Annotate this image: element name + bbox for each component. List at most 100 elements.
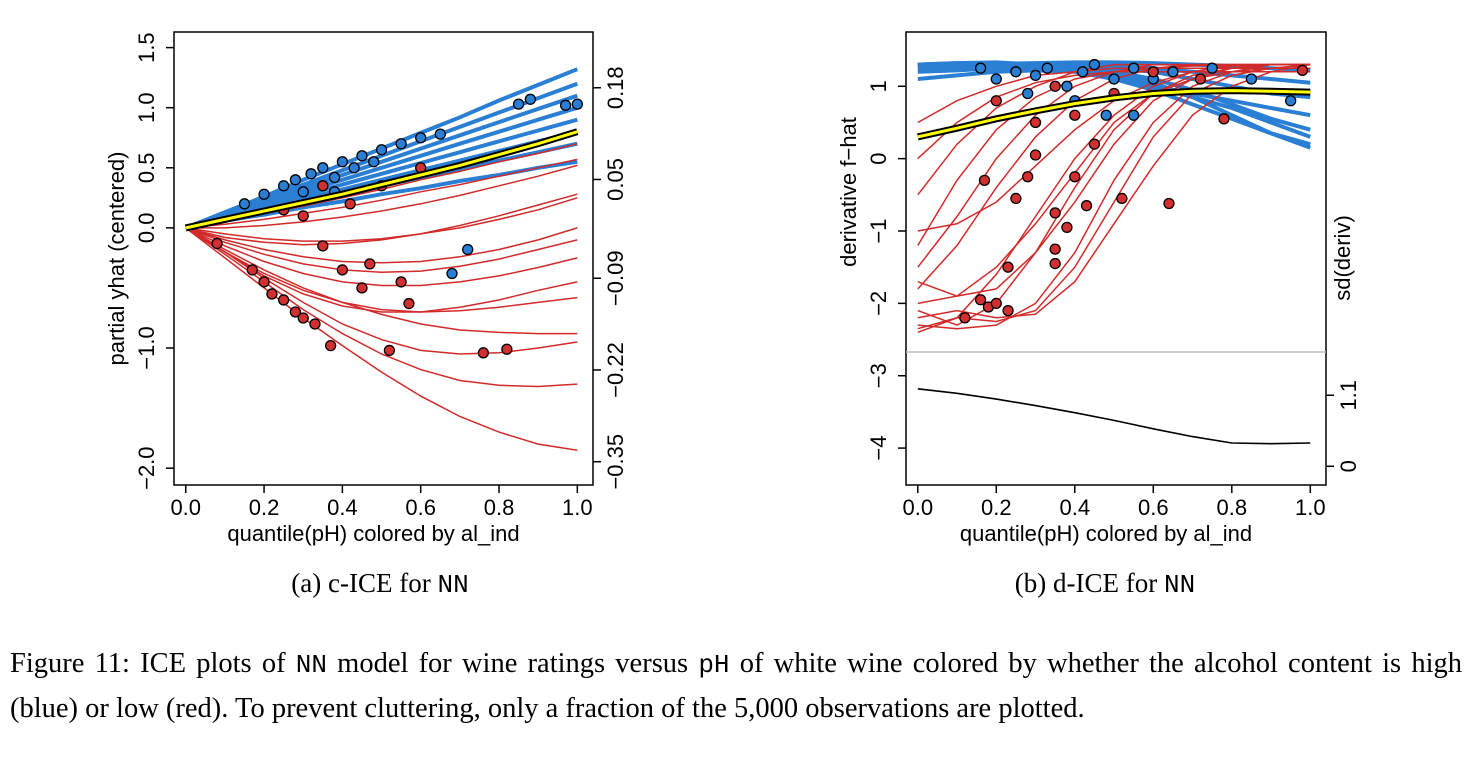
observation-point [1128, 62, 1140, 74]
observation-point [317, 180, 329, 192]
y-axis-label: partial yhat (centered) [104, 152, 129, 366]
caption-text: (b) d-ICE for [1014, 568, 1164, 598]
y-tick-label: 0.5 [134, 152, 159, 183]
y-tick-label: 1.5 [134, 32, 159, 63]
y-tick-label: −4 [866, 436, 891, 461]
observation-point [1108, 73, 1120, 85]
observation-point [348, 162, 360, 174]
x-tick-label: 0.8 [1216, 495, 1247, 520]
observation-point [1049, 207, 1061, 219]
x-tick-label: 0.8 [484, 495, 515, 520]
observation-point [375, 144, 388, 156]
pdp-line [185, 130, 578, 230]
ice-curve [917, 67, 1311, 124]
plot-frame [173, 31, 594, 486]
y2-axis-label: sd(deriv) [1330, 215, 1355, 301]
observation-point [336, 156, 349, 168]
observation-point [1100, 109, 1112, 121]
observation-point [328, 171, 341, 184]
observation-point [356, 282, 368, 294]
observation-point [246, 264, 258, 276]
observation-point [1147, 66, 1159, 78]
ice-curve [917, 63, 1311, 319]
observation-point [434, 128, 446, 140]
subfigure-caption: (a) c-ICE for NN [170, 568, 590, 600]
caption-text: (a) c-ICE for [291, 568, 438, 598]
plot-area [917, 58, 1311, 334]
y-tick-label: −1.0 [134, 326, 159, 369]
observation-point [990, 95, 1002, 107]
ice-curve [917, 63, 1311, 297]
ice-curve [185, 227, 578, 355]
caption-text: of white wine colored by whether the alc… [10, 648, 1462, 724]
ice-curve [917, 63, 1311, 330]
observation-point [289, 174, 302, 186]
observation-point [356, 150, 368, 162]
y2-tick-label: 0.05 [603, 158, 628, 201]
observation-point [1069, 109, 1081, 121]
observation-point [1088, 58, 1101, 71]
observation-point [1116, 192, 1128, 205]
observation-point [1049, 243, 1061, 255]
observation-point [1163, 197, 1175, 210]
ice-curve [185, 158, 578, 229]
ice-curve [185, 197, 578, 242]
observation-point [1206, 62, 1218, 74]
observation-point [317, 240, 329, 252]
observation-point [317, 162, 329, 174]
observation-point [990, 297, 1002, 310]
pdp-line [917, 89, 1311, 139]
observation-point [1167, 66, 1179, 78]
observation-point [1002, 304, 1014, 317]
observation-point [1080, 200, 1093, 212]
observation-point [1002, 261, 1014, 273]
observation-point [1022, 87, 1034, 100]
observation-point [959, 312, 971, 324]
observation-point [1010, 66, 1022, 78]
x-tick-label: 1.0 [562, 495, 593, 520]
observation-point [446, 267, 458, 280]
observation-point [1029, 116, 1042, 129]
observation-point [289, 306, 302, 318]
ice-curve [185, 227, 578, 388]
observation-point [1076, 66, 1089, 78]
observation-point [1194, 73, 1207, 85]
y-tick-label: −2.0 [134, 446, 159, 489]
caption-text: model for wine ratings versus [326, 648, 699, 679]
ice-curve [917, 71, 1311, 160]
x-tick-label: 0.6 [405, 495, 436, 520]
observation-point [309, 318, 321, 330]
observation-point [524, 93, 536, 105]
observation-point [395, 138, 407, 150]
x-tick-label: 0.4 [1059, 495, 1090, 520]
observation-point [1128, 109, 1140, 121]
y2-tick-label: 1.1 [1336, 380, 1361, 411]
observation-point [395, 276, 407, 288]
y-tick-label: −2 [866, 291, 891, 316]
observation-point [324, 339, 337, 352]
observation-point [1088, 138, 1101, 150]
x-axis-label: quantile(pH) colored by al_ind [960, 521, 1252, 546]
observation-point [1061, 221, 1073, 234]
x-tick-label: 0.2 [981, 495, 1012, 520]
observation-point [368, 156, 380, 168]
y-tick-label: 1 [866, 80, 891, 92]
observation-point [277, 294, 290, 306]
observation-point [462, 243, 474, 256]
ice-curve [185, 227, 578, 451]
observation-point [258, 188, 270, 200]
ice-curve [917, 63, 1311, 330]
observation-point [277, 180, 290, 192]
x-tick-label: 0.4 [327, 495, 358, 520]
code-text: NN [1163, 570, 1196, 600]
observation-point [305, 168, 317, 180]
observation-point [990, 73, 1002, 85]
observation-point [297, 210, 309, 222]
observation-point [266, 288, 278, 300]
observation-point [383, 344, 396, 357]
lower-panel [917, 388, 1311, 445]
plot-area [184, 67, 583, 451]
figure-caption: Figure 11: ICE plots of NN model for win… [10, 642, 1462, 730]
observation-point [559, 99, 572, 111]
